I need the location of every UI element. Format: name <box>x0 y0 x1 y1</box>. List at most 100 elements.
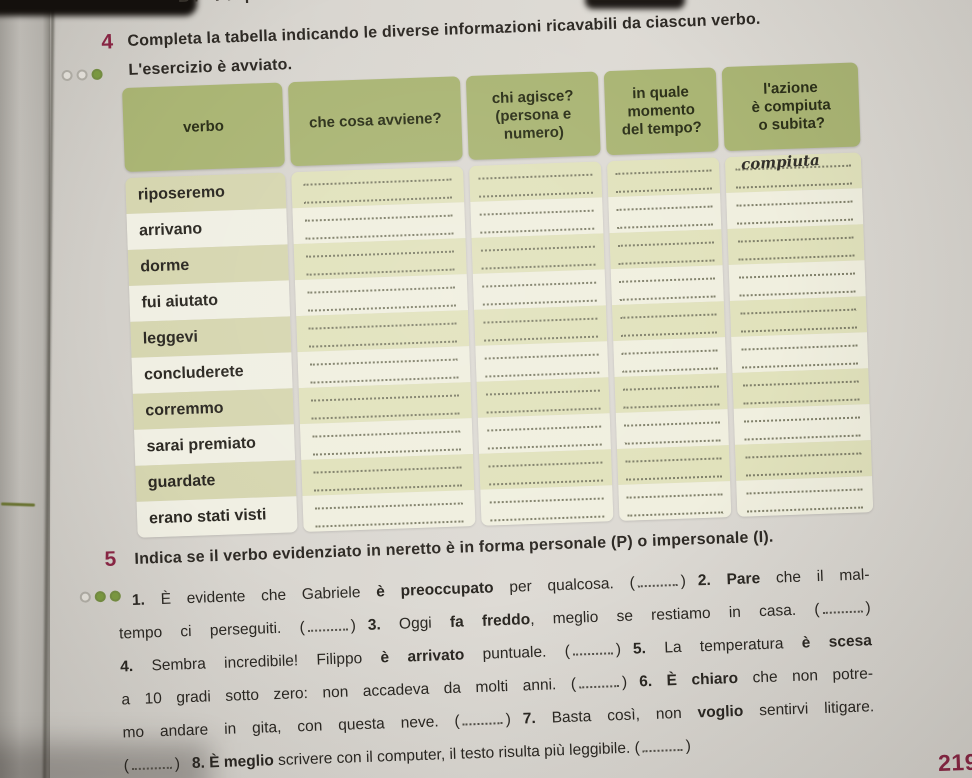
answer-cell <box>727 224 865 266</box>
answer-cell <box>472 269 606 310</box>
answer-dotted-line <box>487 425 601 432</box>
answer-dotted-line <box>737 254 855 261</box>
answer-cell <box>618 481 732 521</box>
answer-cell <box>299 418 474 461</box>
answer-blank <box>578 673 620 689</box>
bold-verb-segment: è arrivato <box>380 646 465 667</box>
answer-dotted-line <box>737 236 855 243</box>
answer-dotted-line <box>617 241 715 247</box>
answer-dotted-line <box>744 434 862 441</box>
answer-dotted-line <box>313 466 462 474</box>
text-segment: sentirvi litigare. <box>742 698 875 720</box>
text-segment: che non potre- <box>737 665 874 687</box>
difficulty-dot-empty <box>61 69 73 82</box>
text-segment: puntuale. <box>463 642 566 664</box>
answer-dotted-line <box>309 358 458 366</box>
answer-cell <box>726 188 864 230</box>
answer-dotted-line <box>485 371 600 378</box>
verb-analysis-table: verbo che cosa avviene? chi agisce? (perso… <box>122 62 877 538</box>
answer-cell <box>296 310 470 353</box>
answer-dotted-line <box>615 169 712 175</box>
text-segment: per qualcosa. <box>493 574 630 597</box>
answer-dotted-line <box>312 430 461 438</box>
table-header-cell: chi agisce? (persona e numero) <box>465 71 601 161</box>
answer-cell <box>734 440 873 481</box>
text-segment: tempo ci perseguiti. <box>118 619 300 643</box>
answer-dotted-line <box>624 439 721 445</box>
verb-cell: guardate <box>135 460 297 502</box>
answer-dotted-line <box>620 313 717 319</box>
answer-dotted-line <box>315 520 464 528</box>
verb-cell: fui aiutato <box>128 280 291 322</box>
answer-dotted-line <box>625 475 723 481</box>
exercise4-title: Completa la tabella indicando le diverse… <box>127 10 761 50</box>
answer-dotted-line <box>618 259 715 265</box>
answer-cell <box>471 233 605 274</box>
exercise4-difficulty-dots <box>61 68 103 82</box>
answer-cell <box>733 404 871 445</box>
answer-dotted-line <box>486 407 601 414</box>
answer-dotted-line <box>479 209 594 216</box>
answer-cell <box>732 368 870 409</box>
prefilled-answer: compiuta <box>740 152 821 174</box>
page-number: 219 <box>937 748 972 776</box>
answer-dotted-line <box>488 461 603 468</box>
verb-cell: leggevi <box>130 316 292 358</box>
answer-cell <box>609 229 723 270</box>
answer-dotted-line <box>311 394 459 402</box>
answer-dotted-line <box>490 515 605 522</box>
previous-exercise-cut-text: B. Vi potete accomodare a qu <box>178 0 778 9</box>
answer-cell <box>728 260 866 301</box>
answer-dotted-line <box>479 191 593 198</box>
answer-dotted-line <box>622 367 719 373</box>
answer-dotted-line <box>489 479 603 486</box>
answer-dotted-line <box>623 403 720 409</box>
answer-cell <box>608 193 722 234</box>
answer-dotted-line <box>739 308 857 315</box>
answer-dotted-line <box>484 353 599 360</box>
answer-dotted-line <box>742 398 860 405</box>
answer-cell <box>479 449 613 490</box>
answer-cell <box>615 409 729 450</box>
answer-dotted-line <box>307 286 456 294</box>
answer-dotted-line <box>741 344 859 351</box>
bold-verb-segment: voglio <box>697 702 744 722</box>
difficulty-dot-filled <box>91 68 103 81</box>
difficulty-dot-empty <box>79 591 91 603</box>
answer-dotted-line <box>486 389 600 396</box>
answer-cell <box>614 373 728 414</box>
answer-cell <box>294 274 469 317</box>
table-header-cell: che cosa avviene? <box>287 76 463 167</box>
answer-cell <box>606 157 721 198</box>
exercise4-number: 4 <box>101 30 114 54</box>
answer-dotted-line <box>615 187 713 193</box>
bold-verb-segment: 3. <box>367 616 382 634</box>
answer-cell <box>729 296 868 337</box>
bold-verb-segment: 8. È meglio <box>191 752 275 773</box>
answer-cell <box>616 445 731 485</box>
table-body: riposeremo arrivano dorme fui aiutato leggev… <box>125 152 877 538</box>
bold-verb-segment: fa freddo <box>449 611 531 631</box>
answer-dotted-line <box>484 335 598 342</box>
bold-verb-segment: è preoccupato <box>375 579 494 601</box>
text-segment: È evidente che Gabriele <box>144 583 377 609</box>
answer-cell <box>298 382 472 425</box>
answer-cell <box>468 161 603 202</box>
top-middle-shadow <box>585 0 685 9</box>
answer-dotted-line <box>616 205 713 211</box>
answer-dotted-line <box>489 497 604 504</box>
answer-dotted-line <box>739 290 857 297</box>
answer-dotted-line <box>738 272 856 279</box>
answer-dotted-line <box>626 493 723 499</box>
text-segment: Sembra incredibile! Filippo <box>132 649 381 676</box>
answer-blank <box>642 736 683 753</box>
answer-cell <box>731 332 869 373</box>
verb-cell: corremmo <box>132 388 294 430</box>
bold-verb-segment: 5. <box>632 640 647 658</box>
verb-cell: riposeremo <box>125 172 287 214</box>
answer-cell <box>291 166 465 209</box>
answer-cell <box>480 485 614 526</box>
answer-cell <box>477 413 611 454</box>
answer-dotted-line <box>743 416 861 423</box>
